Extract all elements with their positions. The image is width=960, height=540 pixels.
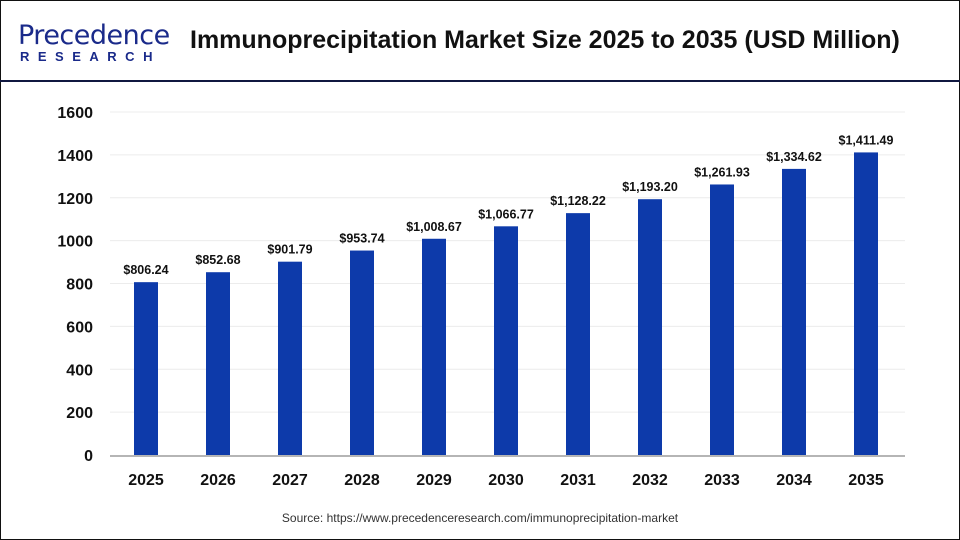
bar [710, 184, 734, 455]
data-label: $1,008.67 [406, 220, 462, 234]
bar [206, 272, 230, 455]
y-tick-label: 1200 [57, 191, 93, 208]
x-tick-label: 2034 [776, 472, 812, 489]
bar [422, 238, 446, 455]
chart-title: Immunoprecipitation Market Size 2025 to … [190, 26, 900, 54]
x-tick-label: 2033 [704, 472, 740, 489]
y-tick-label: 1400 [57, 148, 93, 165]
y-tick-label: 1600 [57, 105, 93, 122]
y-tick-label: 400 [66, 362, 93, 379]
bar [854, 152, 878, 455]
y-tick-label: 600 [66, 319, 93, 336]
y-tick-label: 800 [66, 277, 93, 294]
x-tick-label: 2028 [344, 472, 380, 489]
bar [350, 250, 374, 455]
source-text: Source: https://www.precedenceresearch.c… [281, 511, 679, 525]
data-label: $806.24 [123, 263, 168, 277]
data-label: $1,411.49 [839, 133, 894, 147]
data-label: $901.79 [267, 243, 312, 257]
y-tick-label: 0 [84, 448, 93, 465]
bar [134, 282, 158, 455]
x-tick-label: 2026 [200, 472, 236, 489]
data-label: $852.68 [195, 253, 240, 267]
bar [782, 168, 806, 455]
y-tick-label: 1000 [57, 234, 93, 251]
x-tick-label: 2031 [560, 472, 596, 489]
y-tick-label: 200 [66, 405, 93, 422]
x-tick-label: 2035 [848, 472, 884, 489]
x-tick-label: 2029 [416, 472, 452, 489]
bar [566, 213, 590, 455]
data-label: $1,066.77 [478, 207, 534, 221]
header: Precedence RESEARCH Immunoprecipitation … [0, 0, 960, 82]
data-label: $1,193.20 [622, 180, 678, 194]
logo-subtext: RESEARCH [20, 49, 161, 64]
x-tick-label: 2032 [632, 472, 668, 489]
x-tick-label: 2025 [128, 472, 164, 489]
bar [278, 261, 302, 455]
data-label: $1,128.22 [550, 194, 606, 208]
x-tick-label: 2027 [272, 472, 308, 489]
data-label: $953.74 [339, 232, 384, 246]
x-tick-label: 2030 [488, 472, 524, 489]
bar [494, 226, 518, 455]
precedence-research-logo: Precedence RESEARCH [18, 20, 170, 64]
data-label: $1,261.93 [694, 165, 750, 179]
bar [638, 199, 662, 455]
data-label: $1,334.62 [766, 150, 822, 164]
logo-text: Precedence [18, 20, 170, 51]
